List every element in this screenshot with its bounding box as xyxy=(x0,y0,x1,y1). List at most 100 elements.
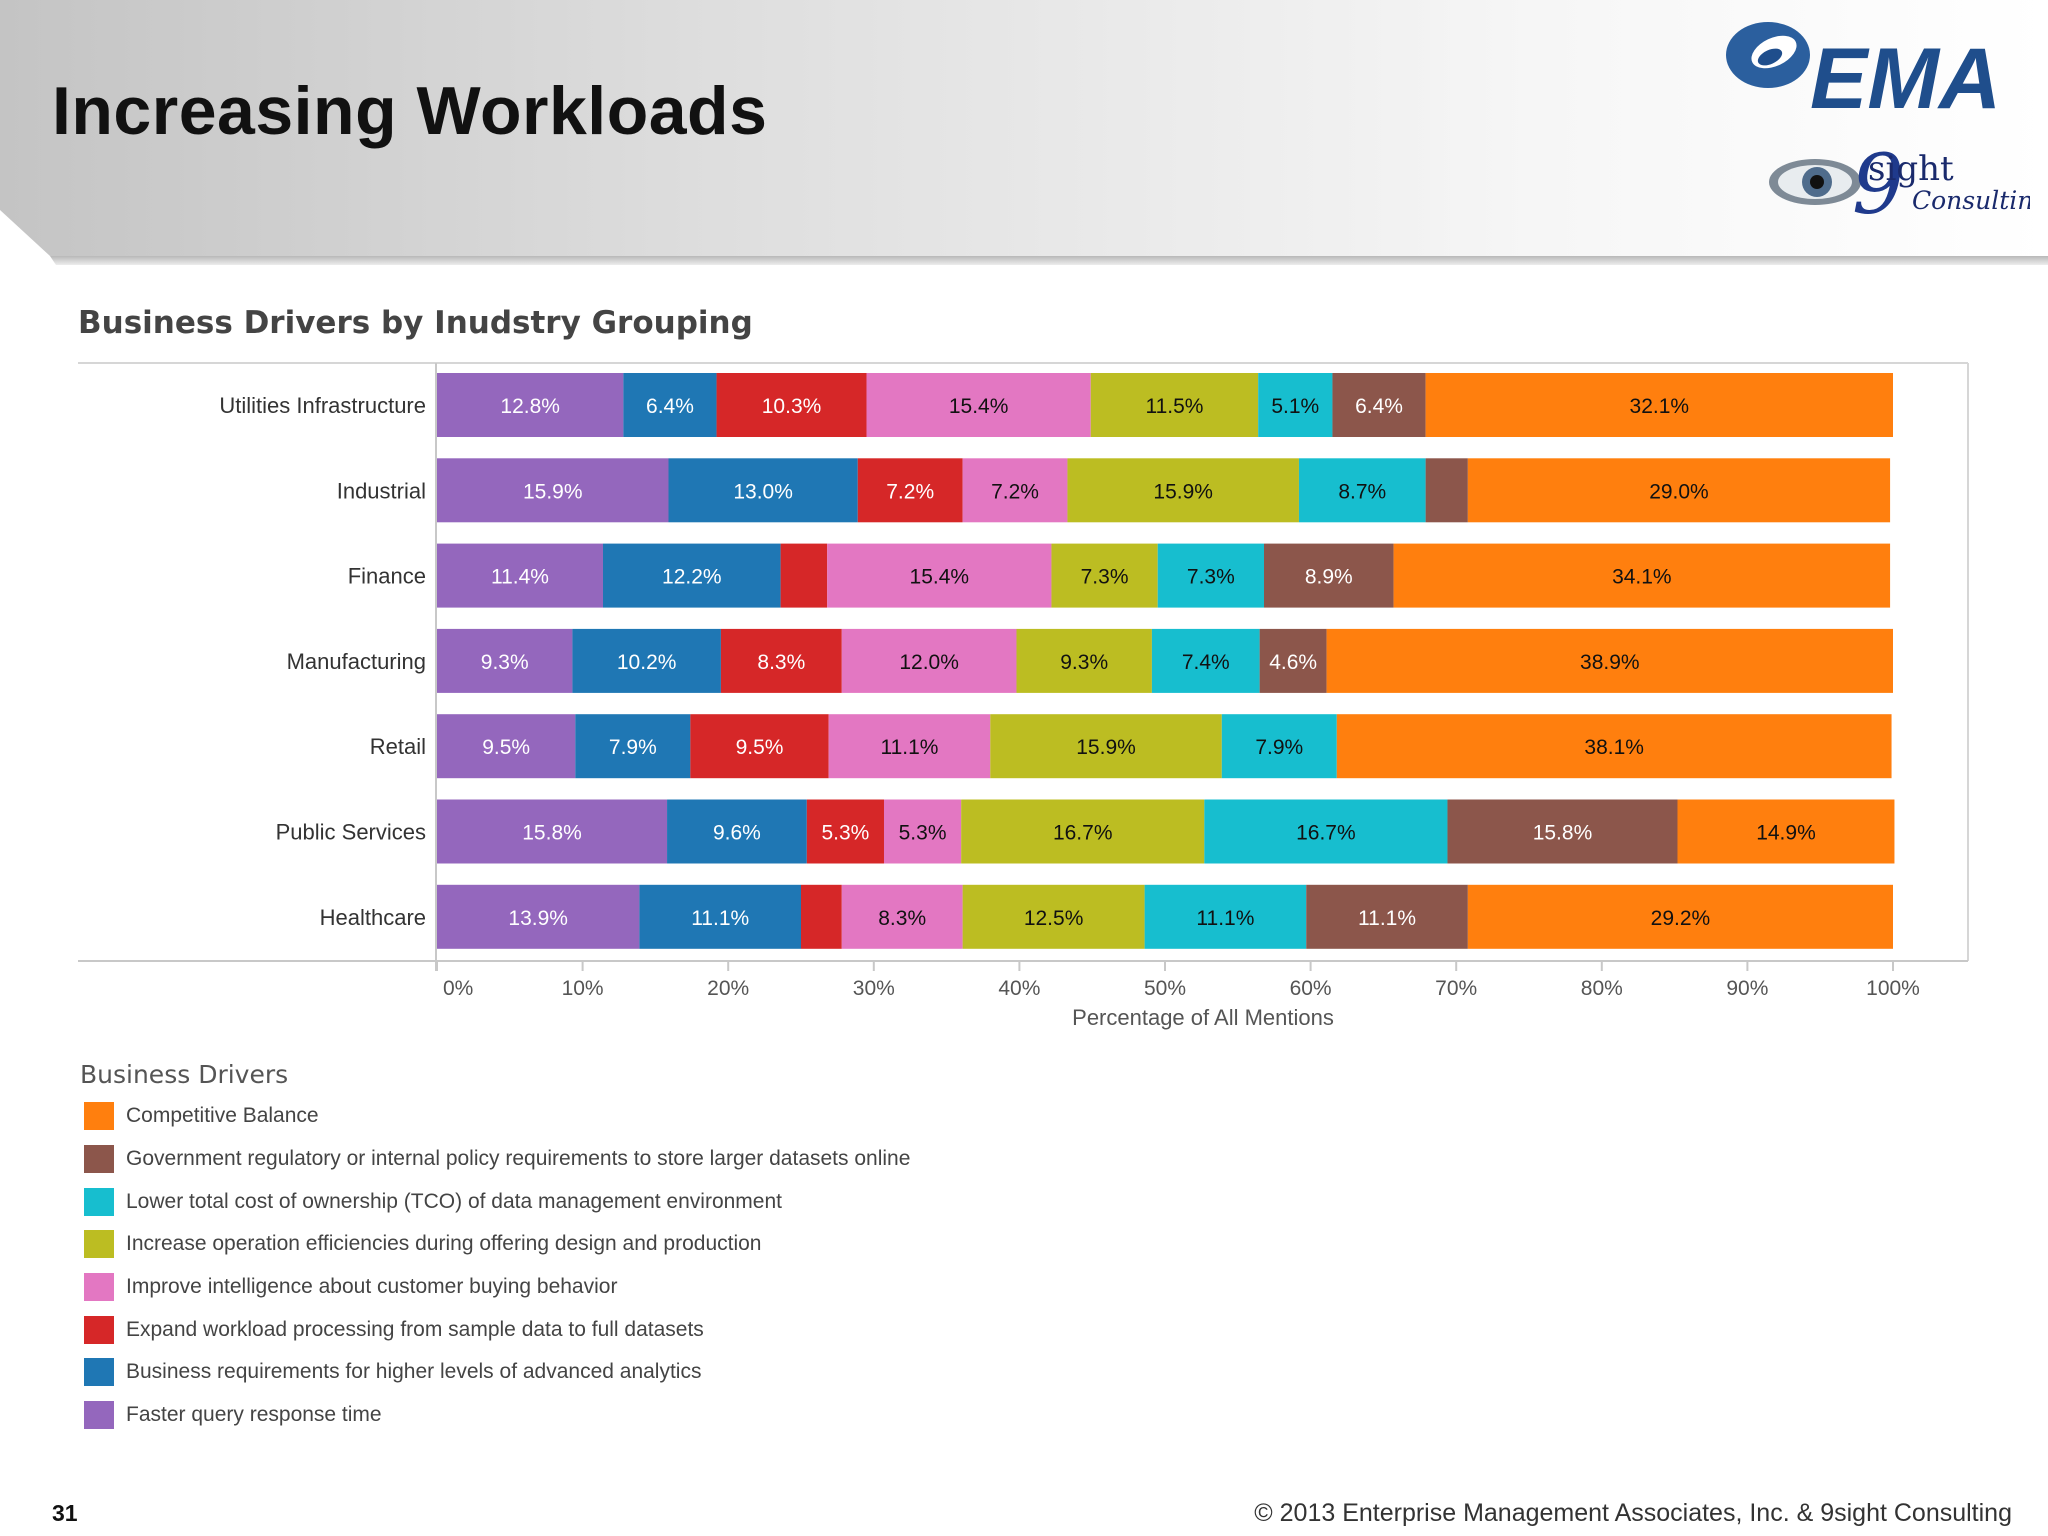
bar-segment xyxy=(1090,373,1259,437)
legend-item: Increase operation efficiencies during o… xyxy=(80,1223,1280,1266)
legend-swatch xyxy=(84,1102,114,1131)
x-tick-label: 70% xyxy=(1435,977,1477,1000)
bar-data-label: 15.9% xyxy=(523,480,583,503)
bar-segment xyxy=(1332,373,1426,437)
bar-segment xyxy=(1298,458,1426,523)
bar-data-label: 8.9% xyxy=(1305,566,1353,589)
legend-swatch xyxy=(84,1187,114,1216)
category-label: Retail xyxy=(370,734,426,759)
bar-segment xyxy=(572,628,721,693)
bar-data-label: 5.3% xyxy=(821,822,869,845)
bar-data-label: 5.1% xyxy=(1271,395,1319,418)
bar-segment xyxy=(961,799,1205,864)
bar-segment xyxy=(1425,458,1468,523)
category-label: Finance xyxy=(348,564,426,589)
legend-swatch xyxy=(84,1315,114,1344)
legend-item: Lower total cost of ownership (TCO) of d… xyxy=(80,1180,1280,1223)
category-label: Industrial xyxy=(337,478,426,503)
bar-data-label: 13.0% xyxy=(733,480,793,503)
bar-data-label: 9.3% xyxy=(481,651,529,674)
bar-segment xyxy=(780,543,828,608)
bar-data-label: 15.8% xyxy=(1533,822,1593,845)
legend-label: Lower total cost of ownership (TCO) of d… xyxy=(126,1189,782,1213)
bar-data-label: 15.4% xyxy=(949,395,1009,418)
x-tick-label: 20% xyxy=(707,977,749,1000)
bar-data-label: 16.7% xyxy=(1053,822,1113,845)
bar-segment xyxy=(857,458,963,523)
bar-data-label: 38.9% xyxy=(1580,651,1640,674)
bar-segment xyxy=(720,628,842,693)
bar-segment xyxy=(1144,884,1307,949)
bar-segment xyxy=(668,458,858,523)
bar-data-label: 15.9% xyxy=(1076,736,1136,759)
legend-label: Improve intelligence about customer buyi… xyxy=(126,1275,618,1299)
chart-container: Business Drivers by Inudstry Grouping Uti… xyxy=(70,305,1990,1045)
bar-data-label: 29.2% xyxy=(1651,907,1711,930)
x-tick-label: 10% xyxy=(562,977,604,1000)
legend-swatch xyxy=(84,1358,114,1387)
ema-logo-text: EMA xyxy=(1810,31,2001,127)
bar-segment xyxy=(1151,628,1260,693)
bar-data-label: 7.2% xyxy=(886,480,934,503)
bar-segment xyxy=(801,884,842,949)
bar-segment xyxy=(1221,714,1337,779)
bar-segment xyxy=(602,543,781,608)
bar-data-label: 6.4% xyxy=(1355,395,1403,418)
legend-item: Faster query response time xyxy=(80,1394,1280,1437)
ninesight-numeral: 9 xyxy=(1852,138,1904,220)
legend-label: Increase operation efficiencies during o… xyxy=(126,1232,762,1256)
legend-label: Government regulatory or internal policy… xyxy=(126,1147,911,1171)
x-tick-label: 60% xyxy=(1290,977,1332,1000)
bar-segment xyxy=(841,628,1017,693)
bar-segment xyxy=(866,373,1091,437)
bar-segment xyxy=(437,373,624,437)
bar-data-label: 11.4% xyxy=(491,566,549,589)
legend-items: Competitive Balance Government regulatory… xyxy=(80,1095,1280,1437)
x-tick-label: 90% xyxy=(1726,977,1768,1000)
x-axis-label: Percentage of All Mentions xyxy=(1072,1005,1334,1030)
legend-swatch xyxy=(84,1230,114,1259)
header-band xyxy=(0,0,2048,265)
legend-item: Expand workload processing from sample d… xyxy=(80,1308,1280,1351)
bar-data-label: 7.4% xyxy=(1182,651,1230,674)
x-tick-label: 40% xyxy=(998,977,1040,1000)
bar-segment xyxy=(1677,799,1895,864)
bar-data-label: 8.7% xyxy=(1338,480,1386,503)
bar-segment xyxy=(437,884,640,949)
bar-data-label: 12.8% xyxy=(500,395,560,418)
bar-segment xyxy=(841,884,963,949)
bar-segment xyxy=(716,373,867,437)
bar-segment xyxy=(1393,543,1891,608)
bar-segment xyxy=(1258,373,1333,437)
bar-segment xyxy=(962,884,1145,949)
chart-title: Business Drivers by Inudstry Grouping xyxy=(78,305,753,341)
bar-data-label: 11.5% xyxy=(1145,395,1203,418)
bar-segment xyxy=(1204,799,1448,864)
bar-segment xyxy=(1259,628,1327,693)
bar-data-label: 7.3% xyxy=(1081,566,1129,589)
category-label: Healthcare xyxy=(320,905,426,930)
bar-segment xyxy=(806,799,884,864)
bar-segment xyxy=(437,799,668,864)
bar-data-label: 10.2% xyxy=(617,651,677,674)
bar-segment xyxy=(1425,373,1893,437)
bar-segment xyxy=(623,373,717,437)
legend-item: Improve intelligence about customer buyi… xyxy=(80,1266,1280,1309)
bar-data-label: 6.4% xyxy=(646,395,694,418)
bar-segment xyxy=(575,714,691,779)
bar-segment xyxy=(1067,458,1299,523)
bar-data-label: 11.1% xyxy=(1358,907,1416,930)
legend-item: Business requirements for higher levels … xyxy=(80,1351,1280,1394)
bar-data-label: 16.7% xyxy=(1296,822,1356,845)
x-tick-label: 50% xyxy=(1144,977,1186,1000)
bar-segment xyxy=(990,714,1222,779)
bar-data-label: 9.3% xyxy=(1060,651,1108,674)
bar-segment xyxy=(1051,543,1158,608)
legend-swatch xyxy=(84,1401,114,1430)
bar-data-label: 4.6% xyxy=(1269,651,1317,674)
legend-label: Expand workload processing from sample d… xyxy=(126,1317,704,1341)
bar-segment xyxy=(437,628,573,693)
bar-data-label: 29.0% xyxy=(1649,480,1709,503)
bar-data-label: 7.3% xyxy=(1187,566,1235,589)
bar-segment xyxy=(437,714,576,779)
